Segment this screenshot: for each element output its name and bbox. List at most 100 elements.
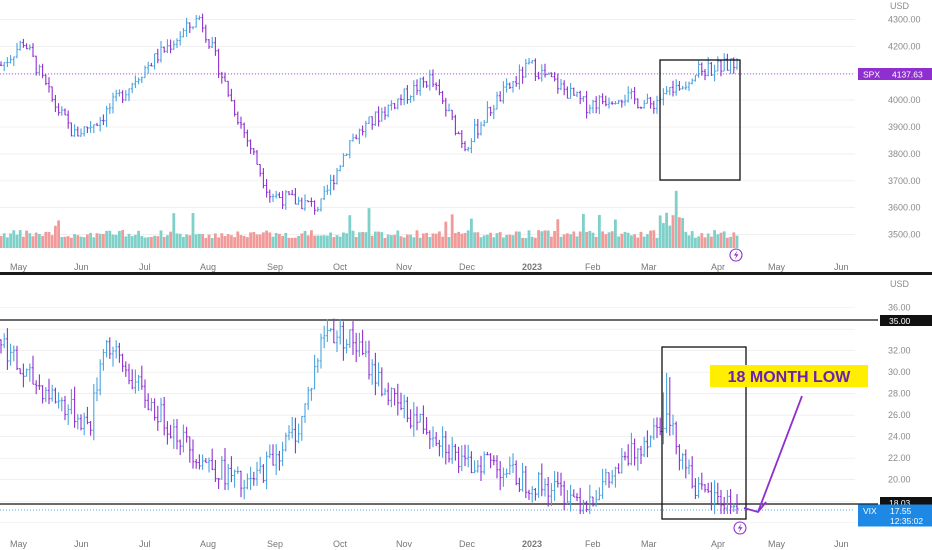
- spx-volume-bar: [374, 231, 377, 248]
- spx-price-tag-bg: [858, 68, 932, 80]
- spx-volume-bar: [332, 237, 336, 248]
- spx-volume-bar: [630, 235, 633, 248]
- spx-volume-bar: [60, 236, 64, 248]
- spx-volume-bar: [172, 213, 176, 248]
- spx-volume-bar: [111, 234, 115, 248]
- spx-volume-bar: [604, 234, 608, 248]
- spx-volume-bar: [47, 232, 51, 248]
- spx-volume-bars: [0, 190, 739, 248]
- spx-volume-bar: [722, 231, 726, 248]
- spx-volume-bar: [729, 236, 732, 248]
- vix-grid: [0, 307, 855, 523]
- vix-x-tick-label: Aug: [200, 539, 216, 549]
- spx-volume-bar: [454, 233, 457, 248]
- spx-volume-bar: [642, 236, 646, 248]
- vix-y-tick-label: 28.00: [888, 389, 911, 399]
- panel-divider[interactable]: [0, 272, 932, 275]
- spx-panel[interactable]: 4300.004200.004100.004000.003900.003800.…: [0, 1, 932, 272]
- spx-volume-bar: [169, 231, 172, 248]
- spx-volume-bar: [124, 236, 128, 248]
- spx-y-tick-label: 3700.00: [888, 176, 921, 186]
- spx-volume-bar: [95, 233, 99, 248]
- spx-volume-bar: [210, 237, 214, 248]
- vix-y-tick-label: 26.00: [888, 410, 911, 420]
- spx-flash-button[interactable]: [729, 248, 743, 262]
- spx-volume-bar: [470, 218, 473, 248]
- spx-volume-bar: [70, 237, 73, 248]
- vix-x-tick-label: May: [10, 539, 28, 549]
- arrow-head-icon: [743, 501, 767, 514]
- spx-volume-bar: [444, 221, 448, 248]
- vix-panel[interactable]: 36.00 32.00 30.00 28.00 26.00 24.00 22.00 20.00…: [0, 279, 932, 549]
- spx-y-tick-label: 3500.00: [888, 230, 921, 240]
- spx-volume-bar: [652, 230, 656, 248]
- spx-x-tick-label: Sep: [267, 262, 283, 272]
- spx-volume-bar: [6, 237, 9, 248]
- vix-time-axis[interactable]: May Jun Jul Aug Sep Oct Nov Dec 2023 Feb Mar Apr May…: [10, 539, 849, 549]
- spx-volume-bar: [130, 236, 134, 248]
- spx-volume-bar: [386, 234, 390, 248]
- spx-x-tick-label: Jul: [139, 262, 151, 272]
- spx-volume-bar: [175, 233, 179, 248]
- spx-volume-bar: [690, 231, 694, 248]
- spx-volume-bar: [278, 233, 281, 248]
- vix-x-tick-label: Apr: [711, 539, 725, 549]
- spx-volume-bar: [482, 235, 486, 248]
- arrow-shaft: [757, 395, 803, 513]
- spx-volume-bar: [76, 235, 80, 248]
- vix-currency-label: USD: [890, 279, 910, 289]
- spx-volume-bar: [418, 237, 422, 248]
- spx-volume-bar: [86, 234, 89, 248]
- spx-volume-bar: [434, 233, 438, 248]
- spx-volume-bar: [438, 231, 441, 248]
- spx-volume-bar: [495, 233, 499, 248]
- spx-volume-bar: [188, 235, 192, 248]
- spx-volume-bar: [393, 234, 396, 248]
- spx-volume-bar: [335, 235, 339, 248]
- spx-volume-bar: [726, 237, 729, 248]
- vix-x-tick-label: Jun: [74, 539, 89, 549]
- spx-volume-bar: [450, 214, 454, 248]
- spx-volume-bar: [505, 234, 508, 248]
- spx-volume-bar: [556, 219, 560, 248]
- spx-volume-bar: [572, 231, 576, 248]
- spx-x-tick-label: May: [768, 262, 786, 272]
- annotation-text: 18 MONTH LOW: [728, 369, 852, 386]
- spx-x-tick-label: Apr: [711, 262, 725, 272]
- spx-volume-bar: [140, 235, 144, 248]
- spx-y-tick-label: 3900.00: [888, 122, 921, 132]
- spx-volume-bar: [460, 233, 464, 248]
- spx-volume-bar: [713, 230, 716, 248]
- spx-volume-bar: [41, 235, 44, 248]
- spx-volume-bar: [182, 236, 185, 248]
- spx-volume-bar: [610, 231, 614, 248]
- spx-volume-bar: [550, 236, 553, 248]
- spx-time-axis[interactable]: May Jun Jul Aug Sep Oct Nov Dec 2023 Feb Mar Apr May…: [10, 262, 849, 272]
- spx-volume-bar: [185, 234, 188, 248]
- spx-volume-bar: [18, 230, 22, 248]
- spx-volume-bar: [370, 235, 374, 248]
- spx-volume-bar: [316, 235, 320, 248]
- spx-volume-bar: [201, 234, 204, 248]
- spx-symbol-label: SPX: [863, 70, 880, 80]
- spx-volume-bar: [239, 235, 243, 248]
- vix-y-tick-label: 30.00: [888, 367, 911, 377]
- annotation-arrow: [743, 395, 803, 514]
- spx-volume-bar: [15, 234, 19, 248]
- spx-volume-bar: [252, 231, 256, 248]
- spx-volume-bar: [310, 230, 313, 248]
- spx-volume-bar: [246, 237, 249, 248]
- spx-volume-bar: [274, 232, 278, 248]
- spx-volume-bar: [194, 234, 198, 248]
- spx-volume-bar: [134, 234, 137, 248]
- spx-volume-bar: [402, 237, 406, 248]
- spx-volume-bar: [198, 233, 201, 248]
- spx-volume-bar: [313, 235, 316, 248]
- spx-volume-bar: [102, 234, 105, 248]
- spx-volume-bar: [348, 215, 352, 248]
- spx-volume-bar: [319, 235, 323, 248]
- spx-volume-bar: [22, 236, 25, 248]
- vix-flash-button[interactable]: [733, 521, 747, 535]
- spx-price-axis[interactable]: 4300.004200.004100.004000.003900.003800.…: [888, 14, 921, 239]
